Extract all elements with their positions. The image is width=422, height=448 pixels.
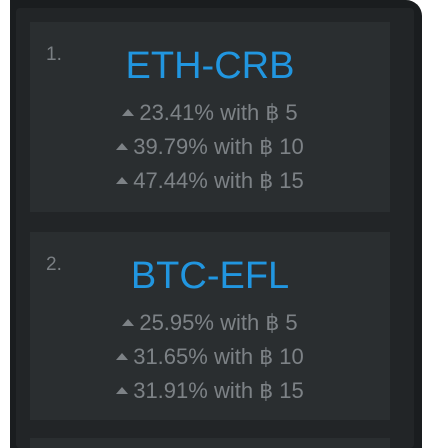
caret-up-icon: [116, 142, 129, 150]
rank-number: 1.: [46, 44, 62, 65]
return-amount: with ฿ 5: [220, 310, 298, 335]
pair-name: BTC-EFL: [130, 255, 290, 297]
return-list: 23.41% with ฿ 5 39.79% with ฿ 10 47.44% …: [30, 96, 390, 198]
caret-up-icon: [122, 318, 135, 326]
return-row: 39.79% with ฿ 10: [30, 130, 390, 164]
return-row: 31.65% with ฿ 10: [30, 340, 390, 374]
return-percent: 31.65%: [133, 344, 208, 369]
return-percent: 31.91%: [133, 378, 208, 403]
caret-up-icon: [116, 386, 129, 394]
app-frame: 1. ETH-CRB 23.41% with ฿ 5 39.79% with ฿…: [10, 0, 422, 448]
result-card[interactable]: 2. BTC-EFL 25.95% with ฿ 5 31.65% with ฿…: [30, 232, 390, 420]
return-percent: 39.79%: [133, 134, 208, 159]
return-list: 25.95% with ฿ 5 31.65% with ฿ 10 31.91% …: [30, 306, 390, 408]
caret-up-icon: [116, 176, 129, 184]
return-amount: with ฿ 15: [213, 378, 304, 403]
result-card-partial[interactable]: [30, 438, 390, 448]
return-row: 47.44% with ฿ 15: [30, 164, 390, 198]
return-percent: 47.44%: [133, 168, 208, 193]
caret-up-icon: [116, 352, 129, 360]
return-amount: with ฿ 5: [220, 100, 298, 125]
return-row: 23.41% with ฿ 5: [30, 96, 390, 130]
caret-up-icon: [122, 108, 135, 116]
return-row: 25.95% with ฿ 5: [30, 306, 390, 340]
return-amount: with ฿ 10: [213, 134, 304, 159]
pair-name: ETH-CRB: [125, 45, 295, 87]
rank-number: 2.: [46, 254, 62, 275]
return-amount: with ฿ 15: [213, 168, 304, 193]
return-percent: 23.41%: [139, 100, 214, 125]
result-card[interactable]: 1. ETH-CRB 23.41% with ฿ 5 39.79% with ฿…: [30, 22, 390, 212]
return-row: 31.91% with ฿ 15: [30, 374, 390, 408]
return-percent: 25.95%: [139, 310, 214, 335]
return-amount: with ฿ 10: [213, 344, 304, 369]
results-panel: 1. ETH-CRB 23.41% with ฿ 5 39.79% with ฿…: [16, 8, 414, 448]
